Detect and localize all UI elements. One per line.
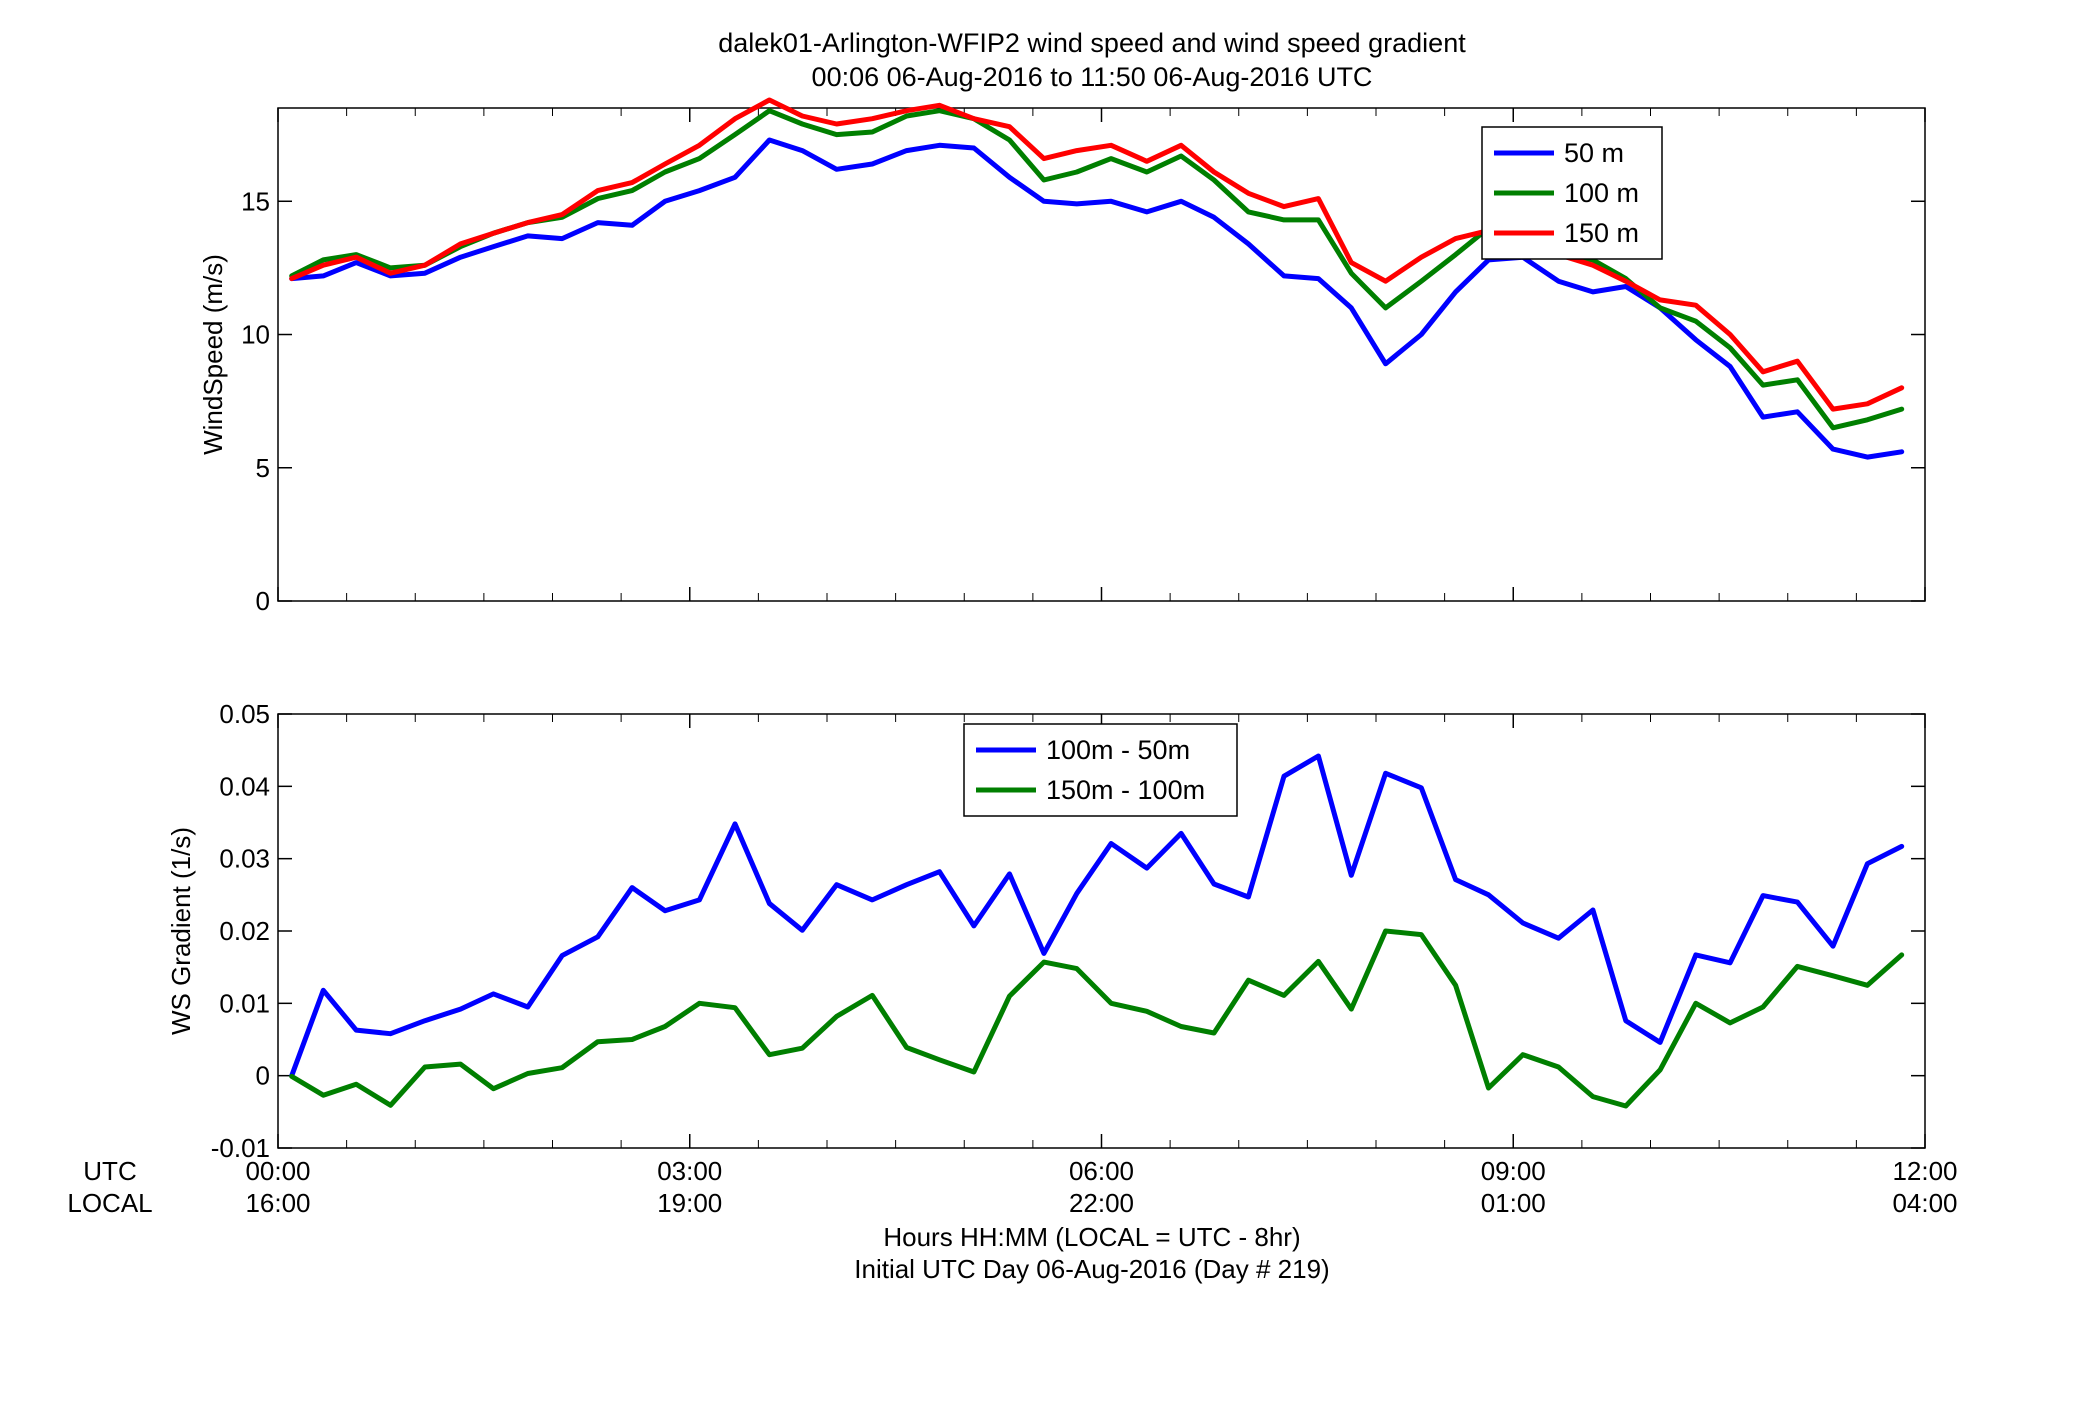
series-line-150-m [289, 97, 1905, 412]
x-tick-label-local: 22:00 [1069, 1188, 1134, 1218]
legend-box [963, 723, 1238, 817]
y-tick-label: 0.03 [219, 844, 270, 874]
plot-area-frame [277, 107, 1926, 602]
utc-row-label: UTC [83, 1156, 136, 1186]
y-tick-label: 0.04 [219, 771, 270, 801]
y-tick-label: 0.02 [219, 916, 270, 946]
legend-label-150-m: 150 m [1564, 218, 1639, 248]
x-tick-label-utc: 12:00 [1892, 1156, 1957, 1186]
chart-title-line2: 00:06 06-Aug-2016 to 11:50 06-Aug-2016 U… [812, 62, 1373, 92]
x-tick-label-local: 16:00 [245, 1188, 310, 1218]
series-line-50-m [289, 137, 1905, 460]
x-tick-label-utc: 06:00 [1069, 1156, 1134, 1186]
y-tick-label: 15 [241, 186, 270, 216]
series-line-150m-100m [289, 928, 1905, 1109]
y-tick-label: 0.01 [219, 988, 270, 1018]
y-tick-label: -0.01 [211, 1133, 270, 1163]
x-tick-label-utc: 00:00 [245, 1156, 310, 1186]
ws-gradient-panel: -0.01 0 0.01 0.02 0.03 0.04 0.05 WS Gradient (1… [166, 699, 1926, 1163]
legend-label-100-m: 100 m [1564, 178, 1639, 208]
y-tick-label: 5 [256, 453, 270, 483]
x-axis-label: Hours HH:MM (LOCAL = UTC - 8hr) [883, 1222, 1300, 1252]
x-tick-label-utc: 09:00 [1481, 1156, 1546, 1186]
y-tick-label: 0 [256, 586, 270, 616]
x-tick-label-utc: 03:00 [657, 1156, 722, 1186]
x-tick-label-local: 19:00 [657, 1188, 722, 1218]
y-axis-label: WindSpeed (m/s) [198, 254, 228, 455]
series-line-100m-50m [289, 753, 1905, 1079]
x-axis-sublabel: Initial UTC Day 06-Aug-2016 (Day # 219) [854, 1254, 1329, 1284]
local-row-label: LOCAL [67, 1188, 152, 1218]
y-tick-label: 0.05 [219, 699, 270, 729]
y-axis-label: WS Gradient (1/s) [166, 827, 196, 1035]
y-tick-label: 0 [256, 1061, 270, 1091]
x-tick-label-local: 01:00 [1481, 1188, 1546, 1218]
legend-label-100m-50m: 100m - 50m [1046, 735, 1190, 765]
x-tick-label-local: 04:00 [1892, 1188, 1957, 1218]
y-tick-label: 10 [241, 320, 270, 350]
chart-title-line1: dalek01-Arlington-WFIP2 wind speed and w… [718, 28, 1466, 58]
legend-label-50-m: 50 m [1564, 138, 1624, 168]
legend-label-150m-100m: 150m - 100m [1046, 775, 1205, 805]
